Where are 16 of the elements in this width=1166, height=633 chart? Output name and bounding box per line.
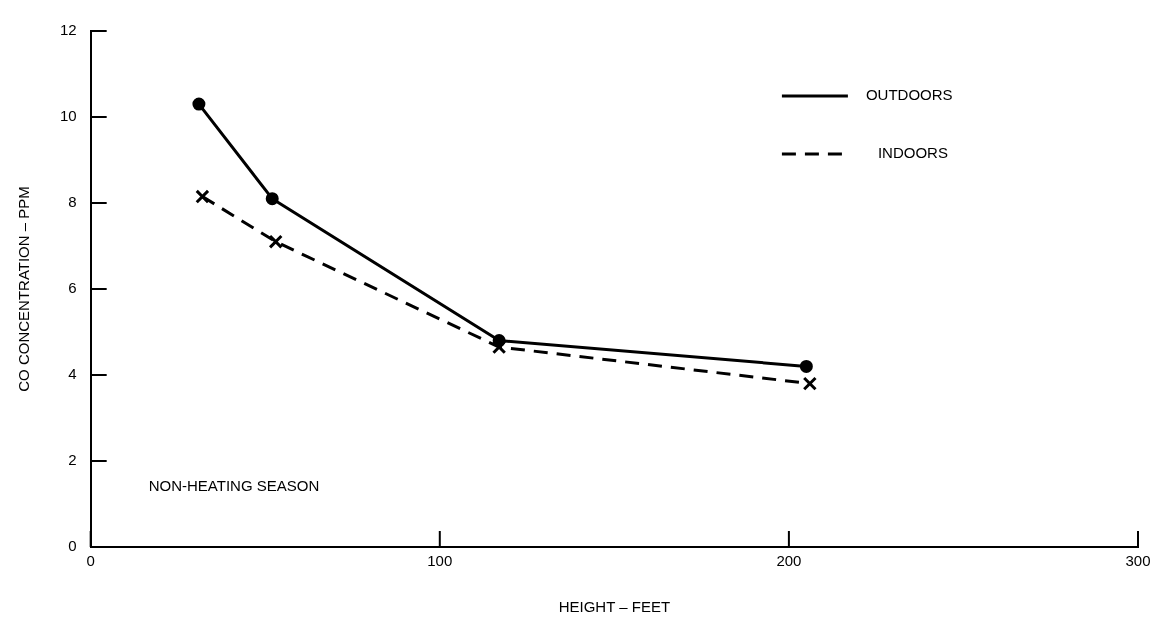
legend-label: OUTDOORS (865, 86, 953, 104)
x-axis-title: HEIGHT – FEET (558, 598, 671, 616)
y-tick-label: 4 (68, 365, 77, 383)
y-axis-title: CO CONCENTRATION – PPM (15, 186, 33, 392)
x-tick-label: 300 (1125, 552, 1151, 570)
x-tick-label: 0 (86, 552, 95, 570)
y-tick-label: 6 (68, 279, 77, 297)
y-tick-label: 2 (68, 451, 77, 469)
y-tick-label: 8 (68, 193, 77, 211)
x-tick-label: 200 (776, 552, 802, 570)
y-tick-label: 0 (68, 537, 77, 555)
annotation: NON-HEATING SEASON (148, 477, 320, 495)
legend-label: INDOORS (877, 144, 948, 162)
y-tick-label: 10 (60, 107, 77, 125)
x-tick-label: 100 (427, 552, 453, 570)
y-tick-label: 12 (60, 21, 77, 39)
